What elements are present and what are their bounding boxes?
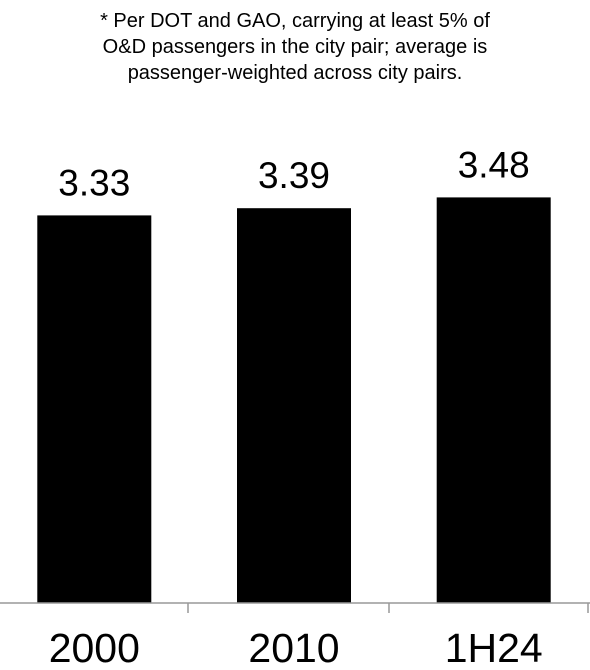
footnote: * Per DOT and GAO, carrying at least 5% … [0,8,590,86]
x-axis [0,602,590,613]
value-label-2000: 3.33 [58,162,130,203]
bar-1h24 [436,197,551,603]
footnote-line-2: O&D passengers in the city pair; average… [102,36,488,58]
value-label-1h24: 3.48 [458,144,530,185]
value-labels-group: 3.33 3.39 3.48 [58,144,529,203]
tick-label-1h24: 1H24 [445,625,543,670]
footnote-line-1: * Per DOT and GAO, carrying at least 5% … [100,10,490,32]
footnote-line-3: passenger-weighted across city pairs. [127,62,463,84]
x-tick-labels: 2000 2010 1H24 [49,625,543,670]
tick-label-2010: 2010 [248,625,339,670]
bar-2010 [237,208,351,603]
value-label-2010: 3.39 [258,155,330,196]
tick-label-2000: 2000 [49,625,140,670]
bars-group [37,197,551,603]
bar-2000 [37,215,152,603]
